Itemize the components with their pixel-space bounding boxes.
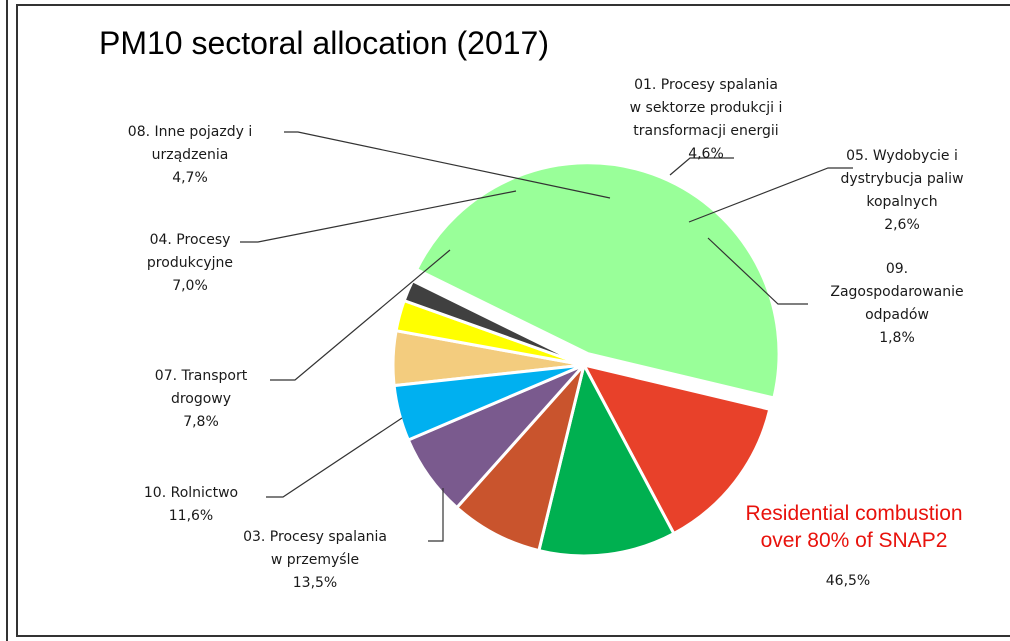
leader-line-0: [669, 157, 734, 176]
slice-category-label-4: 03. Procesy spalania: [243, 529, 387, 545]
slice-value-label-3: 46,5%: [826, 573, 870, 589]
slice-category-label-7: produkcyjne: [147, 255, 233, 271]
pie-slice-4: [581, 362, 772, 536]
leader-line-1: [688, 167, 853, 223]
leader-line-5: [266, 417, 403, 498]
slice-value-label-1: 2,6%: [884, 217, 920, 233]
slice-category-label-8: urządzenia: [152, 147, 229, 163]
slice-value-label-5: 11,6%: [169, 508, 213, 524]
annotation-line-1: over 80% of SNAP2: [761, 529, 948, 552]
slice-category-label-7: 04. Procesy: [150, 232, 231, 248]
leader-line-7: [240, 190, 517, 243]
slice-category-label-8: 08. Inne pojazdy i: [128, 124, 252, 140]
leader-line-4: [428, 488, 444, 542]
slice-category-label-2: Zagospodarowanie: [830, 284, 963, 300]
slice-value-label-4: 13,5%: [293, 575, 337, 591]
slice-value-label-8: 4,7%: [172, 170, 208, 186]
left-panel-edge: [0, 0, 8, 641]
slice-category-label-6: drogowy: [171, 391, 231, 407]
slice-category-label-1: 05. Wydobycie i: [846, 148, 958, 164]
chart-panel: PM10 sectoral allocation (2017) 01. Proc…: [16, 4, 1010, 637]
pie-slice-3: [414, 161, 781, 400]
chart-title: PM10 sectoral allocation (2017): [99, 25, 549, 61]
pie-chart: PM10 sectoral allocation (2017) 01. Proc…: [99, 25, 964, 591]
leader-line-6: [270, 249, 451, 381]
pie-slice-8: [392, 363, 585, 442]
annotation-line-0: Residential combustion: [745, 502, 962, 525]
slice-category-label-2: 09.: [886, 261, 908, 277]
slice-category-label-4: w przemyśle: [271, 552, 359, 568]
leader-line-8: [284, 131, 611, 199]
slice-category-label-0: transformacji energii: [633, 123, 778, 139]
slice-category-label-6: 07. Transport: [155, 368, 248, 384]
slice-category-label-0: w sektorze produkcji i: [630, 100, 783, 116]
leader-line-2: [707, 237, 808, 305]
slice-category-label-0: 01. Procesy spalania: [634, 77, 778, 93]
slice-value-label-2: 1,8%: [879, 330, 915, 346]
pie-slice-6: [454, 364, 586, 553]
slice-category-label-5: 10. Rolnictwo: [144, 485, 238, 501]
slice-value-label-6: 7,8%: [183, 414, 219, 430]
slice-category-label-1: dystrybucja paliw: [840, 171, 963, 187]
slice-value-label-0: 4,6%: [688, 146, 724, 162]
slice-value-label-7: 7,0%: [172, 278, 208, 294]
slice-category-label-1: kopalnych: [866, 194, 937, 210]
slice-category-label-2: odpadów: [865, 307, 929, 323]
